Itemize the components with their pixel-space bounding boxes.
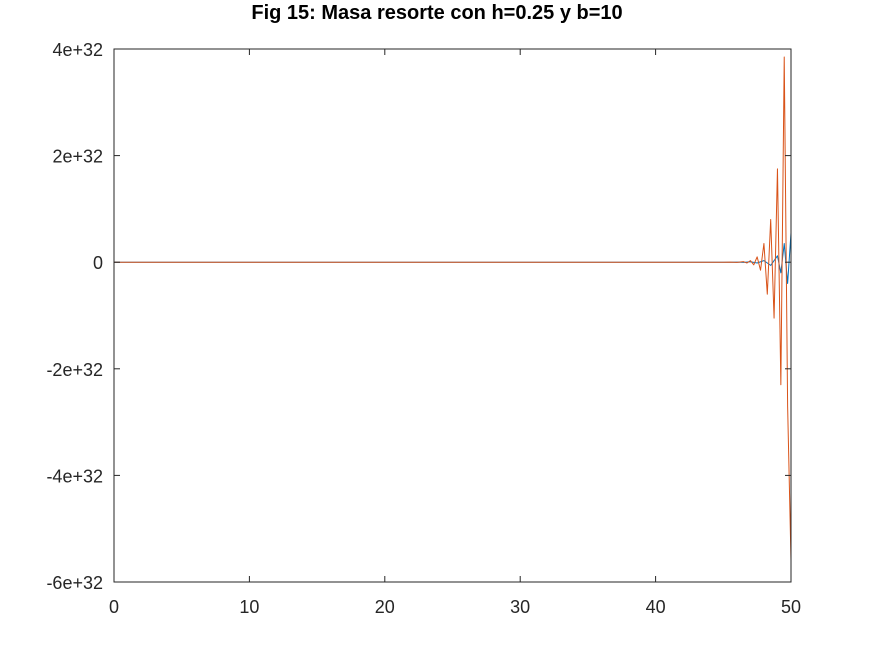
series-line-2 [114,232,792,285]
tick-layer [113,48,792,583]
series-layer [114,56,792,561]
x-tick-label: 0 [109,597,119,617]
series-line-1 [114,56,792,561]
y-tick-label: 0 [93,253,103,273]
plot-frame [113,48,792,583]
y-tick-label: -4e+32 [46,466,103,486]
y-tick-label: -6e+32 [46,573,103,593]
label-layer: 0 10 20 30 40 50 4e+32 2e+32 0 -2e+32 -4e+32 -6e+32 [46,40,801,617]
x-tick-label: 30 [510,597,530,617]
y-tick-label: 4e+32 [52,40,103,60]
x-tick-label: 40 [646,597,666,617]
chart-title: Fig 15: Masa resorte con h=0.25 y b=10 [251,2,623,24]
x-tick-label: 50 [781,597,801,617]
y-tick-label: -2e+32 [46,360,103,380]
y-tick-label: 2e+32 [52,147,103,167]
x-tick-label: 10 [239,597,259,617]
x-tick-label: 20 [375,597,395,617]
